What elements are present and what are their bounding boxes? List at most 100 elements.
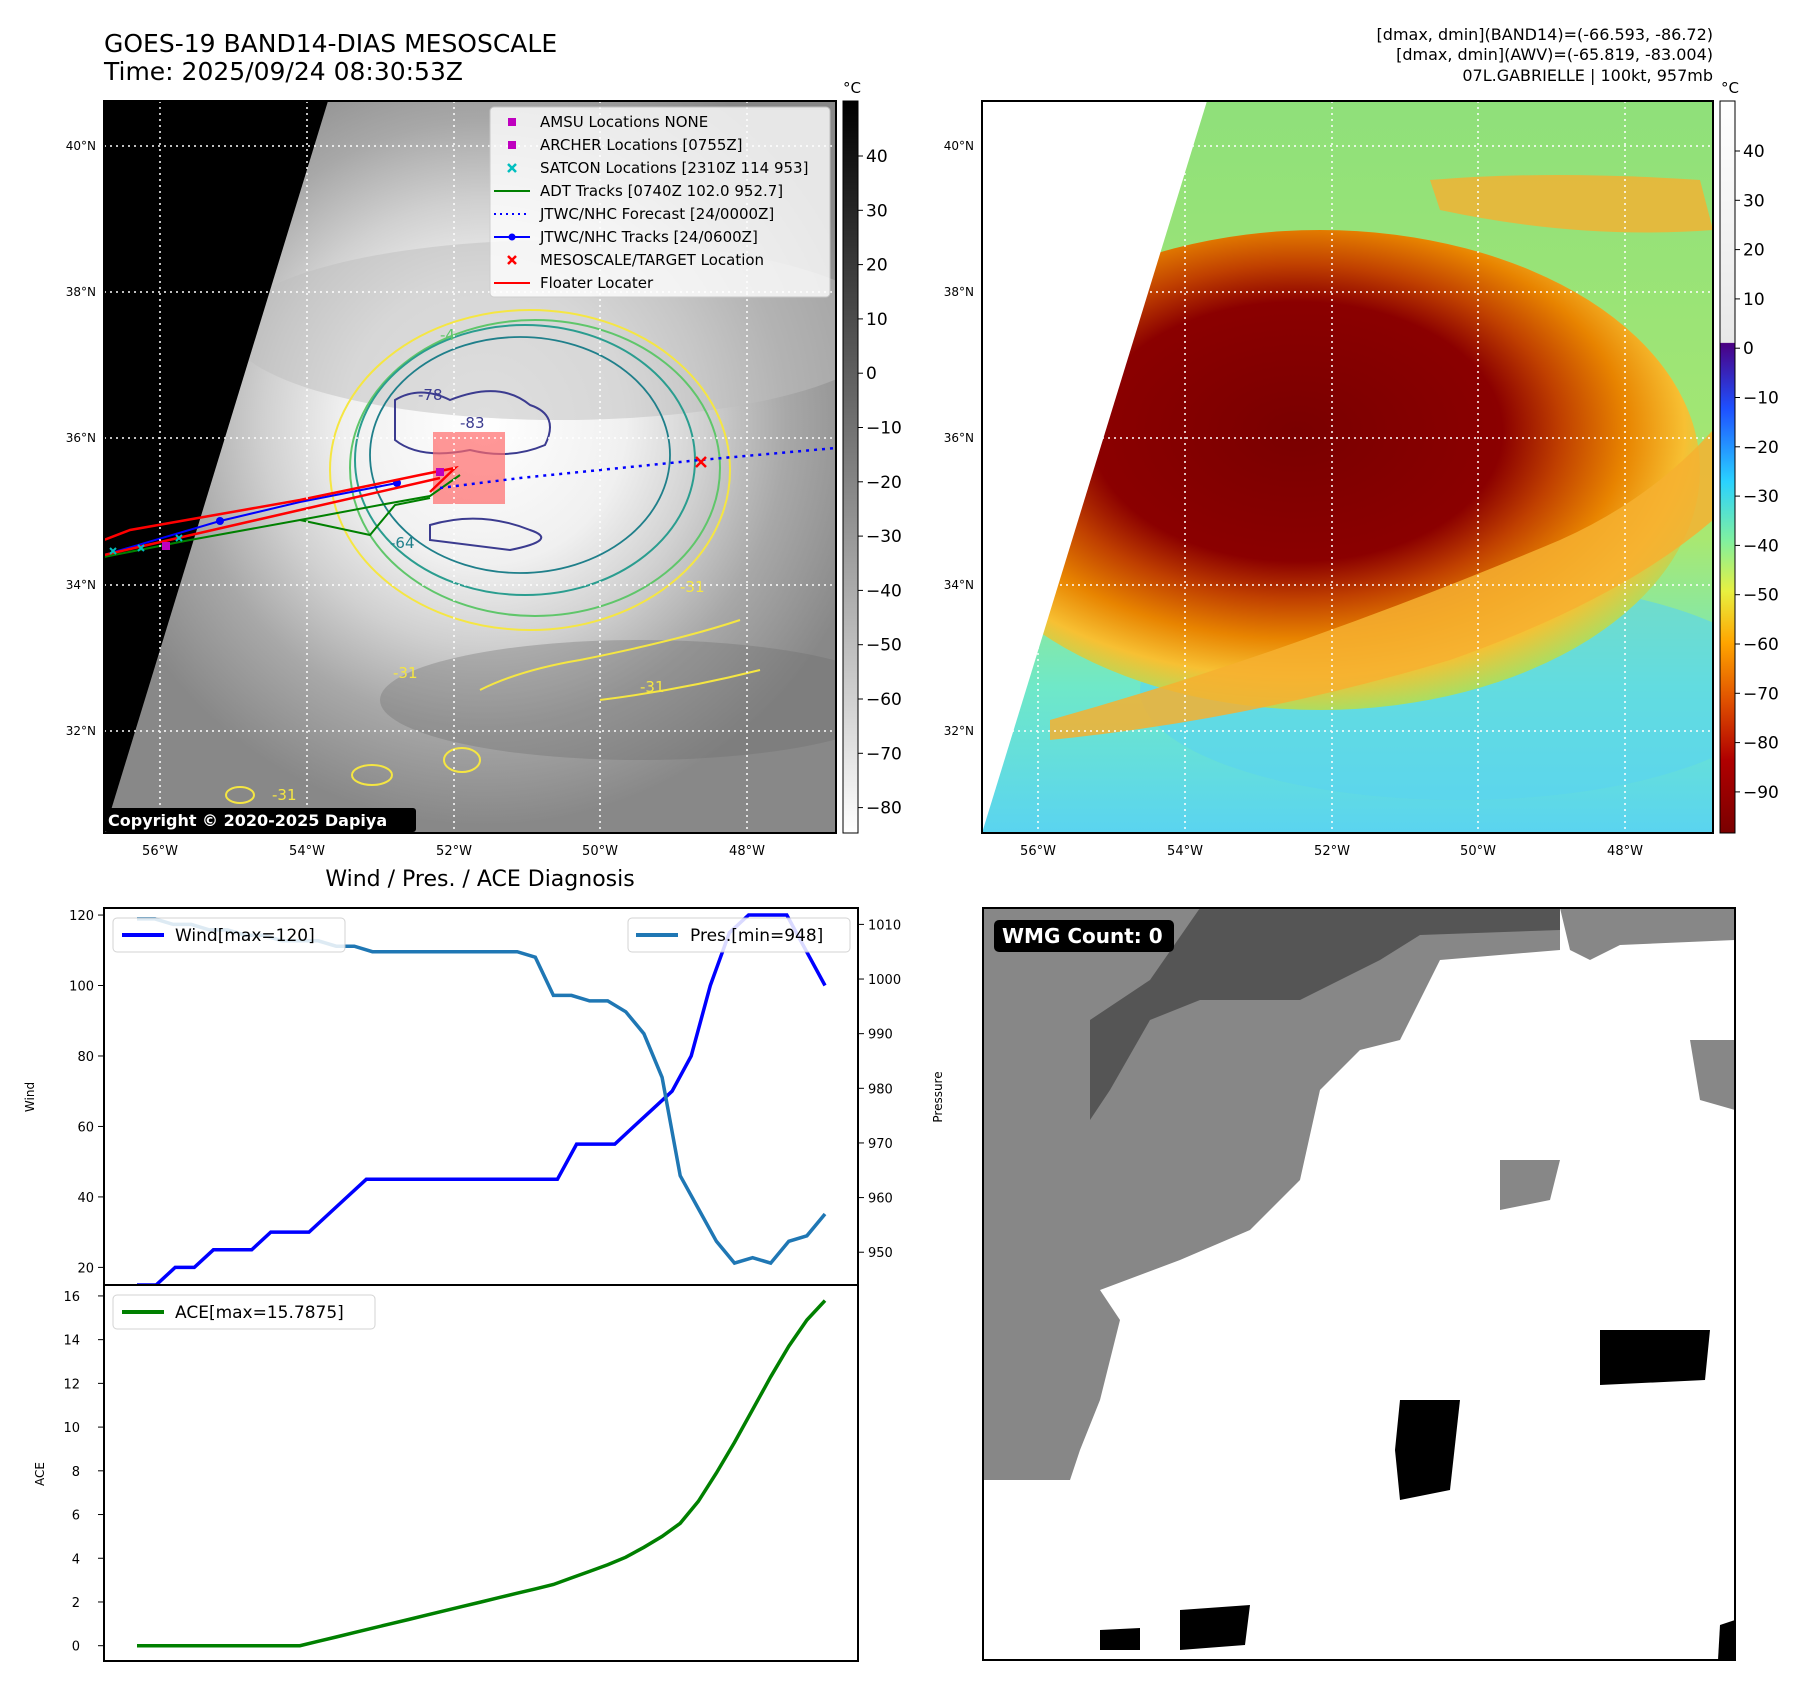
y-tick-label: 100 [69,980,94,995]
colorbar-tick-label: −10 [1743,389,1779,409]
cloud-band-south [380,640,836,760]
y-tick-label: 10 [63,1421,80,1436]
map-frame [981,100,1714,834]
ace-line [137,1299,827,1648]
awv-stats: [dmax, dmin](AWV)=(-65.819, -83.004) [1396,45,1713,64]
wmg-count-label: WMG Count: 0 [1002,924,1163,948]
contour-label: -64 [390,534,415,552]
legend-marker [508,118,516,126]
contour-label: -31 [272,786,297,804]
wind-line [137,913,827,1287]
lat-tick-label: 40°N [66,139,96,153]
legend-box [489,106,831,298]
floater-locater-track-2 [104,476,441,557]
satcon-markers [109,534,183,555]
colorbar-tick-label: −60 [866,690,902,710]
colorbar-tick-label: −60 [1743,635,1779,655]
no-data-region [982,101,1207,833]
lon-tick-label: 48°W [1607,844,1643,859]
no-data-region [104,101,328,833]
colorbar-tick-label: 30 [866,201,888,221]
legend-item: ADT Tracks [0740Z 102.0 952.7] [494,182,783,200]
y-tick-label: 12 [63,1377,80,1392]
contour-label: -78 [418,386,443,404]
plot-area [103,1284,859,1662]
wmg-panel: WMG Count: 0 [982,907,1736,1661]
colorbar-gradient [1719,100,1736,834]
colorbar-tick-label: −30 [866,527,902,547]
lat-tick-label: 36°N [944,431,974,445]
pressure-axis-label: Pressure [931,1071,945,1122]
color-colorbar: °C 40 30 20 10 0 −10 −20 −30 −40 −50 −60 −70 −80 −90 [1719,79,1779,834]
contour-minus31-band2 [599,669,761,701]
archer-location-marker [436,468,444,476]
contour-label: -31 [393,664,418,682]
lon-tick-label: 50°W [582,844,618,859]
lat-tick-label: 38°N [66,285,96,299]
ir-grayscale-map: -64 -78 -83 -31 -31 -31 -31 -4 [66,100,837,859]
colorbar-tick-label: 0 [866,364,877,384]
contour-label: -31 [680,578,705,596]
colorbar-tick-label: −90 [1743,783,1779,803]
contour-label: -4 [440,326,455,344]
colorbar-tick-label: 20 [866,256,888,276]
colorbar-tick-label: −80 [1743,734,1779,754]
lat-tick-label: 40°N [944,139,974,153]
contour-minus31 [329,309,731,631]
lon-tick-label: 48°W [729,844,765,859]
colorbar-unit: °C [1721,79,1739,97]
contour-label: -83 [460,414,485,432]
rainband-north [1430,175,1713,233]
colorbar-tick-label: −70 [866,744,902,764]
colorbar-tick-label: 10 [1743,290,1765,310]
wmg-black-cell [1100,1628,1140,1650]
legend-label: AMSU Locations NONE [540,113,708,131]
colorbar-tick-label: −70 [1743,684,1779,704]
wmg-black-cell [1180,1605,1250,1650]
lon-tick-label: 56°W [142,844,178,859]
storm-info: 07L.GABRIELLE | 100kt, 957mb [1462,66,1713,85]
rainband-south [1050,430,1713,740]
wmg-gray-region [1690,1040,1735,1110]
legend-box [112,917,346,953]
adt-track-loop [299,497,431,537]
legend-item: Floater Locater [494,274,654,292]
plot-area [103,907,859,1286]
lat-tick-label: 38°N [944,285,974,299]
wmg-count-badge [994,920,1174,952]
colorbar-tick-label: −20 [1743,438,1779,458]
colorbar-tick-label: 40 [1743,142,1765,162]
y-tick-label: 120 [69,909,94,924]
wmg-gray-region [1560,908,1735,960]
lon-tick-label: 52°W [1314,844,1350,859]
lat-tick-label: 36°N [66,431,96,445]
contour-minus64-inner [369,336,671,574]
legend-item: ARCHER Locations [0755Z] [508,136,743,154]
grayscale-colorbar: °C 40 30 20 10 0 −10 −20 −30 −40 −50 −60 −70 −80 [842,79,902,834]
pressure-legend-label: Pres.[min=948] [690,926,823,946]
y-tick-label: 80 [77,1050,94,1065]
wmg-gray-region [1500,1160,1560,1210]
lon-tick-label: 54°W [1167,844,1203,859]
lon-tick-label: 56°W [1020,844,1056,859]
colorbar-tick-label: −10 [866,419,902,439]
ir-color-map: 40°N 38°N 36°N 34°N 32°N 56°W 54°W 52°W 50°W 48°… [944,100,1714,859]
colorbar-tick-label: −50 [1743,586,1779,606]
wind-axis-label: Wind [23,1082,37,1112]
archer-location-marker [162,542,170,550]
colorbar-tick-label: −50 [866,636,902,656]
wmg-frame [982,907,1736,1661]
colorbar-tick-label: 10 [866,310,888,330]
legend-label: ADT Tracks [0740Z 102.0 952.7] [540,182,783,200]
legend-label: JTWC/NHC Forecast [24/0000Z] [539,205,774,223]
contour-cell-b [351,764,393,786]
legend-marker [507,255,517,265]
colorbar-tick-label: 30 [1743,191,1765,211]
colorbar-unit: °C [843,79,861,97]
colorbar-tick-label: 0 [1743,339,1754,359]
colorbar-tick-label: 40 [866,147,888,167]
wmg-black-cell [1600,1330,1710,1385]
legend-item: MESOSCALE/TARGET Location [507,251,764,269]
lat-tick-label: 32°N [944,724,974,738]
